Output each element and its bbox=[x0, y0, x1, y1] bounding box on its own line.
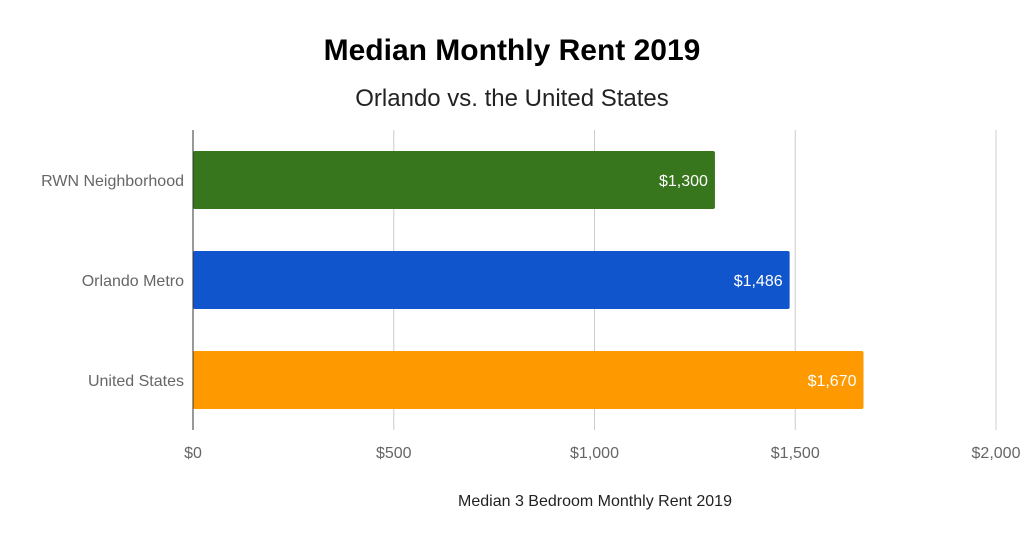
chart-subtitle: Orlando vs. the United States bbox=[355, 85, 669, 112]
x-axis-title: Median 3 Bedroom Monthly Rent 2019 bbox=[458, 493, 732, 510]
x-tick-label: $500 bbox=[376, 445, 412, 462]
bar bbox=[193, 351, 864, 409]
category-label: United States bbox=[88, 373, 184, 390]
x-tick-labels: $0 $500 $1,000 $1,500 $2,000 bbox=[184, 445, 1020, 462]
category-labels: RWN Neighborhood Orlando Metro United Stat… bbox=[41, 173, 184, 390]
x-tick-label: $1,000 bbox=[570, 445, 619, 462]
data-label: $1,300 bbox=[659, 173, 708, 190]
x-tick-label: $0 bbox=[184, 445, 202, 462]
bar bbox=[193, 151, 715, 209]
data-label: $1,670 bbox=[808, 373, 857, 390]
category-label: RWN Neighborhood bbox=[41, 173, 184, 190]
x-tick-label: $2,000 bbox=[972, 445, 1021, 462]
x-tick-label: $1,500 bbox=[771, 445, 820, 462]
bars: $1,300 $1,486 $1,670 bbox=[193, 151, 864, 409]
chart-title: Median Monthly Rent 2019 bbox=[324, 34, 701, 67]
data-label: $1,486 bbox=[734, 273, 783, 290]
category-label: Orlando Metro bbox=[82, 273, 184, 290]
bar bbox=[193, 251, 790, 309]
